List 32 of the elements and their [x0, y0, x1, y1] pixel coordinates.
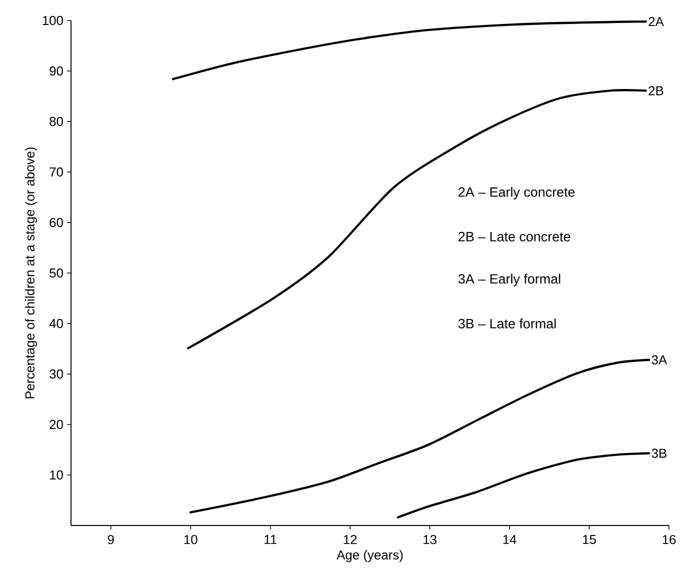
x-axis-title: Age (years): [336, 550, 403, 562]
line-series: [396, 452, 650, 518]
line-series: [187, 89, 647, 350]
annotation: 2B – Late concrete: [458, 232, 570, 242]
y-axis-title: Percentage of children at a stage (or above): [24, 147, 38, 398]
x-tick-label: 13: [424, 535, 436, 544]
y-tick-label: 60: [50, 218, 63, 228]
y-tick-label: 40: [49, 318, 63, 328]
series-label: 2A: [648, 16, 664, 26]
x-tick-label: 15: [583, 535, 596, 544]
y-tick-label: 20: [50, 420, 63, 430]
series-label: 3B: [652, 448, 666, 458]
x-tick-label: 10: [184, 535, 198, 544]
line-series: [190, 358, 650, 514]
y-tick-label: 90: [50, 66, 63, 76]
y-tick-label: 100: [42, 16, 63, 26]
series-label: 3A: [652, 355, 668, 364]
y-tick-label: 10: [50, 470, 63, 480]
y-tick-label: 80: [50, 116, 63, 126]
annotation: 3B – Late formal: [458, 318, 556, 328]
y-tick-label: 30: [50, 369, 63, 379]
annotation: 2A – Early concrete: [458, 186, 575, 200]
x-tick-label: 16: [662, 535, 676, 544]
x-tick-label: 12: [344, 535, 357, 544]
line-series: [172, 20, 647, 80]
x-tick-label: 11: [264, 535, 276, 544]
y-tick-label: 50: [50, 268, 63, 278]
series-label: 2B: [648, 86, 664, 96]
y-tick-label: 70: [50, 167, 63, 177]
annotation: 3A – Early formal: [458, 274, 560, 286]
x-tick-label: 14: [503, 535, 516, 544]
x-tick-label: 9: [108, 535, 114, 544]
